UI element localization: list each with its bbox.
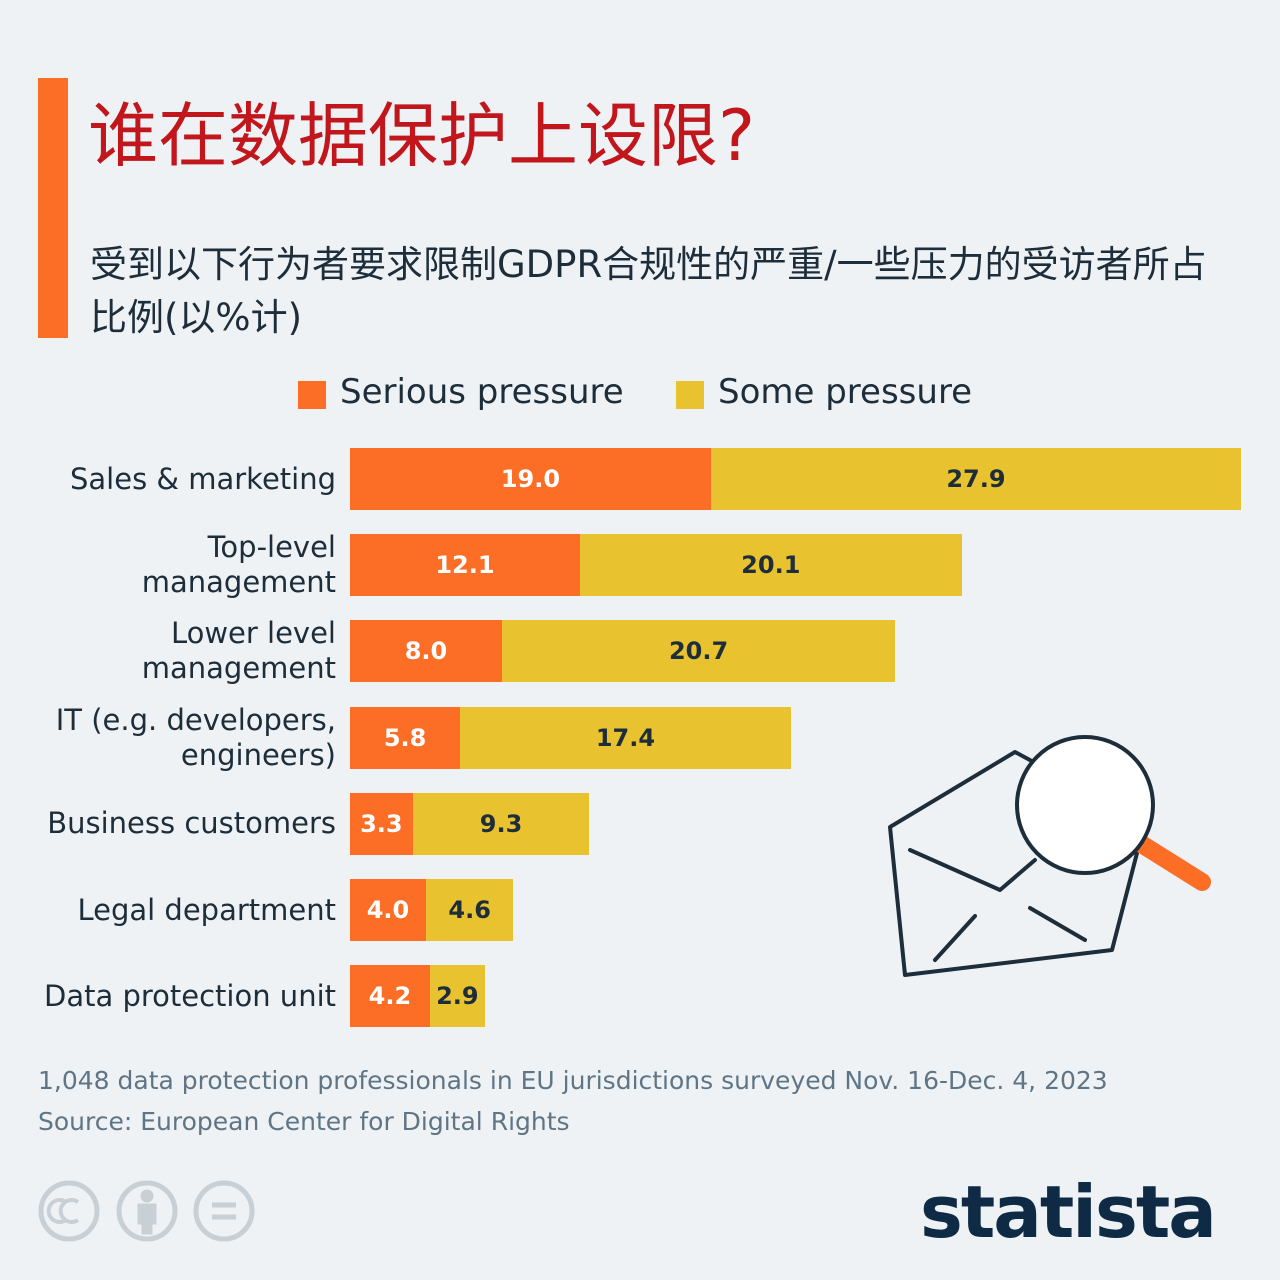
bar-segment bbox=[579, 534, 962, 597]
bar-segment bbox=[350, 706, 461, 769]
data-label: 4.0 bbox=[366, 896, 410, 924]
data-label: 17.4 bbox=[595, 723, 656, 752]
bar-segment bbox=[350, 448, 711, 510]
bar-segment bbox=[350, 792, 413, 855]
bar-segment bbox=[460, 706, 791, 769]
bar-segment bbox=[412, 792, 590, 855]
data-label: 20.1 bbox=[741, 551, 801, 580]
data-label: 12.1 bbox=[435, 551, 495, 580]
data-label: 4.2 bbox=[368, 982, 412, 1011]
legend-swatch bbox=[676, 381, 704, 409]
bar-segment bbox=[425, 879, 514, 941]
bar-segment bbox=[350, 965, 430, 1028]
bar-segment bbox=[350, 534, 580, 597]
data-label: 20.7 bbox=[668, 637, 729, 666]
bar-segment bbox=[501, 620, 896, 683]
data-label: 4.6 bbox=[448, 896, 491, 924]
accent-bar bbox=[38, 78, 68, 338]
category-label: Business customers bbox=[47, 806, 336, 841]
data-label: 9.3 bbox=[479, 809, 523, 838]
bar-segment bbox=[350, 620, 502, 683]
illustration bbox=[888, 735, 1211, 977]
category-label: IT (e.g. developers, engineers) bbox=[55, 702, 336, 772]
brand-logo: statista bbox=[920, 1170, 1217, 1254]
legend-label: Serious pressure bbox=[340, 372, 624, 412]
bar-segment bbox=[710, 448, 1241, 510]
data-label: 19.0 bbox=[500, 465, 561, 493]
data-label: 3.3 bbox=[360, 809, 403, 838]
data-label: 27.9 bbox=[946, 465, 1006, 493]
legend-label: Some pressure bbox=[718, 372, 973, 412]
bar-segment bbox=[350, 879, 426, 941]
data-label: 5.8 bbox=[383, 723, 427, 752]
bar-segment bbox=[429, 965, 485, 1028]
source: Source: European Center for Digital Righ… bbox=[38, 1107, 570, 1136]
legend-swatch bbox=[298, 381, 326, 409]
category-label: Lower level management bbox=[141, 616, 336, 686]
data-label: 2.9 bbox=[436, 982, 479, 1011]
data-label: 8.0 bbox=[404, 637, 448, 666]
license-icons bbox=[38, 1180, 255, 1242]
chart-subtitle: 受到以下行为者要求限制GDPR合规性的严重/一些压力的受访者所占比例(以%计) bbox=[90, 243, 1207, 339]
category-label: Legal department bbox=[77, 892, 336, 927]
chart-title: 谁在数据保护上设限? bbox=[88, 95, 756, 177]
category-label: Data protection unit bbox=[43, 978, 336, 1013]
note: 1,048 data protection professionals in E… bbox=[38, 1066, 1108, 1095]
category-label: Top-level management bbox=[141, 530, 336, 600]
category-label: Sales & marketing bbox=[70, 461, 336, 496]
